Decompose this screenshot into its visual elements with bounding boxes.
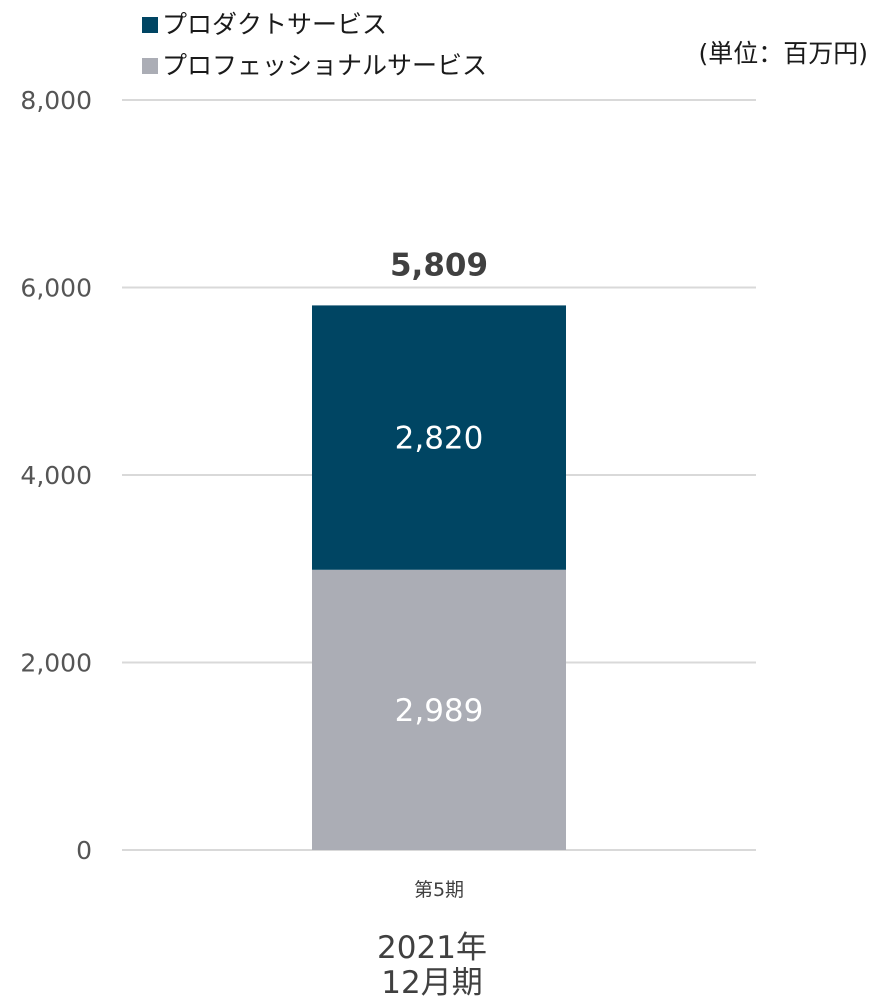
x-axis-categories: 第5期 [414, 879, 464, 901]
y-tick-label: 8,000 [20, 86, 92, 115]
unit-note: (単位：百万円) [698, 39, 868, 68]
legend-swatch-product [142, 17, 158, 33]
x-category-label: 第5期 [414, 879, 464, 901]
legend-label-product: プロダクトサービス [162, 10, 387, 39]
bar-segment-product [312, 305, 566, 570]
segment-value-label: 2,989 [395, 693, 484, 729]
legend: プロダクトサービス プロフェッショナルサービス [142, 10, 487, 80]
y-tick-label: 2,000 [20, 649, 92, 678]
y-axis-ticks: 0 2,000 4,000 6,000 8,000 [20, 86, 92, 865]
fiscal-year-label: 2021年 [377, 930, 487, 966]
y-tick-label: 4,000 [20, 461, 92, 490]
data-labels: 2,989 2,820 5,809 [390, 247, 488, 728]
bar-segment-professional [312, 569, 566, 850]
fiscal-period-label: 12月期 [381, 965, 482, 997]
segment-value-label: 2,820 [395, 421, 484, 457]
total-value-label: 5,809 [390, 247, 488, 283]
legend-label-professional: プロフェッショナルサービス [162, 51, 487, 80]
bars [312, 305, 566, 850]
legend-swatch-professional [142, 58, 158, 74]
y-tick-label: 6,000 [20, 274, 92, 303]
y-tick-label: 0 [76, 836, 92, 865]
